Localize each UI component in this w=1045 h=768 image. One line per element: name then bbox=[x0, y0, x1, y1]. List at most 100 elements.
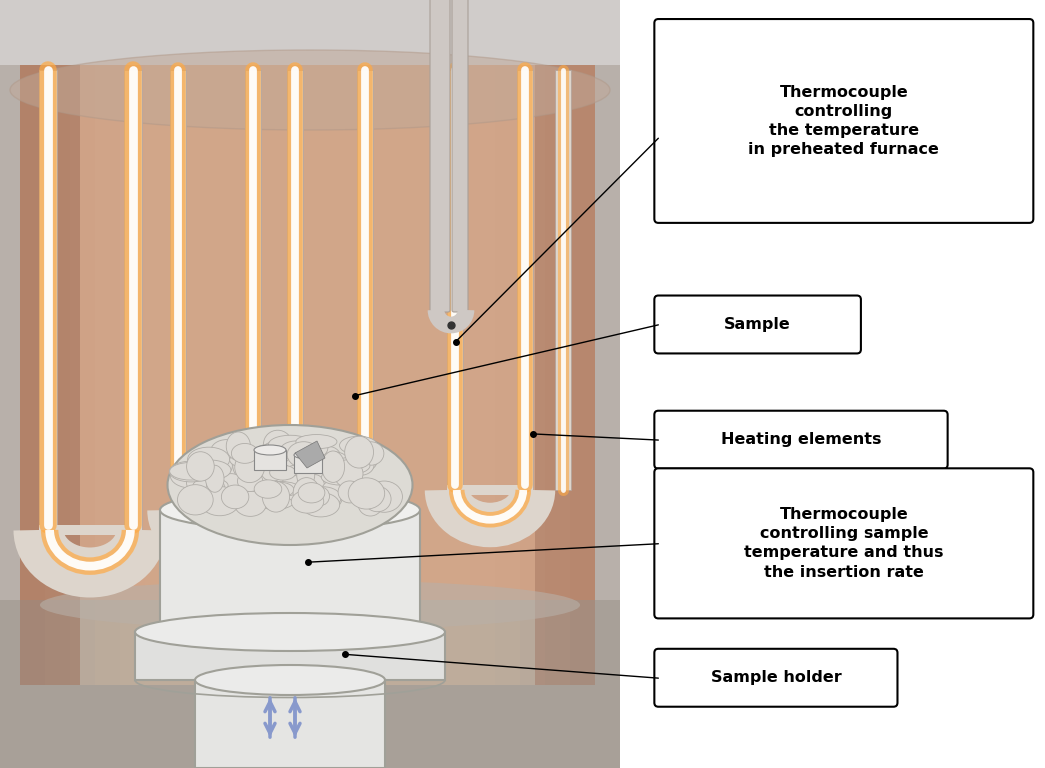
Ellipse shape bbox=[135, 613, 445, 651]
Ellipse shape bbox=[186, 468, 205, 495]
Ellipse shape bbox=[233, 450, 270, 482]
Ellipse shape bbox=[312, 455, 355, 481]
Ellipse shape bbox=[273, 452, 300, 479]
Ellipse shape bbox=[287, 442, 320, 468]
Ellipse shape bbox=[235, 452, 264, 482]
Ellipse shape bbox=[263, 430, 292, 458]
FancyBboxPatch shape bbox=[654, 649, 898, 707]
Ellipse shape bbox=[299, 483, 335, 508]
FancyBboxPatch shape bbox=[160, 510, 420, 630]
Ellipse shape bbox=[234, 471, 275, 495]
FancyBboxPatch shape bbox=[0, 0, 620, 75]
Ellipse shape bbox=[160, 490, 420, 530]
Ellipse shape bbox=[211, 439, 242, 463]
FancyBboxPatch shape bbox=[517, 70, 533, 490]
FancyBboxPatch shape bbox=[447, 70, 463, 490]
Ellipse shape bbox=[217, 474, 246, 500]
Ellipse shape bbox=[269, 440, 301, 455]
Ellipse shape bbox=[167, 425, 413, 545]
Ellipse shape bbox=[280, 441, 314, 460]
Ellipse shape bbox=[358, 442, 384, 465]
Ellipse shape bbox=[254, 445, 286, 455]
FancyBboxPatch shape bbox=[429, 0, 450, 312]
Ellipse shape bbox=[296, 435, 336, 449]
Ellipse shape bbox=[200, 486, 239, 516]
Ellipse shape bbox=[238, 470, 259, 492]
Ellipse shape bbox=[40, 580, 580, 630]
FancyBboxPatch shape bbox=[123, 70, 141, 530]
Ellipse shape bbox=[10, 50, 610, 130]
Ellipse shape bbox=[283, 465, 304, 495]
Ellipse shape bbox=[298, 482, 325, 503]
FancyBboxPatch shape bbox=[654, 468, 1034, 618]
FancyBboxPatch shape bbox=[555, 70, 571, 490]
Ellipse shape bbox=[255, 445, 275, 463]
FancyBboxPatch shape bbox=[654, 296, 861, 353]
Ellipse shape bbox=[245, 476, 278, 503]
Text: Thermocouple
controlling sample
temperature and thus
the insertion rate: Thermocouple controlling sample temperat… bbox=[744, 507, 944, 580]
Ellipse shape bbox=[187, 452, 214, 482]
Ellipse shape bbox=[261, 482, 294, 498]
Ellipse shape bbox=[318, 447, 342, 471]
Ellipse shape bbox=[216, 492, 258, 508]
Ellipse shape bbox=[307, 465, 341, 492]
Ellipse shape bbox=[188, 447, 230, 472]
Ellipse shape bbox=[254, 459, 286, 475]
Ellipse shape bbox=[306, 475, 325, 499]
Ellipse shape bbox=[294, 478, 320, 508]
Ellipse shape bbox=[302, 492, 340, 517]
FancyBboxPatch shape bbox=[654, 411, 948, 468]
Ellipse shape bbox=[305, 487, 341, 508]
Ellipse shape bbox=[195, 665, 385, 695]
Text: Sample: Sample bbox=[724, 317, 791, 332]
Ellipse shape bbox=[297, 458, 315, 490]
FancyBboxPatch shape bbox=[245, 70, 260, 510]
Ellipse shape bbox=[270, 465, 296, 480]
Ellipse shape bbox=[218, 462, 239, 492]
Ellipse shape bbox=[364, 486, 391, 511]
Ellipse shape bbox=[334, 459, 363, 488]
Ellipse shape bbox=[345, 436, 373, 468]
Text: Thermocouple
controlling
the temperature
in preheated furnace: Thermocouple controlling the temperature… bbox=[748, 84, 939, 157]
Ellipse shape bbox=[310, 487, 329, 505]
Ellipse shape bbox=[322, 469, 358, 485]
FancyBboxPatch shape bbox=[169, 70, 186, 510]
Text: Heating elements: Heating elements bbox=[721, 432, 881, 447]
FancyBboxPatch shape bbox=[70, 65, 545, 685]
Ellipse shape bbox=[348, 455, 374, 475]
FancyBboxPatch shape bbox=[0, 0, 620, 65]
Ellipse shape bbox=[193, 478, 228, 493]
FancyBboxPatch shape bbox=[169, 505, 260, 515]
Ellipse shape bbox=[188, 460, 231, 480]
Ellipse shape bbox=[254, 480, 282, 498]
FancyBboxPatch shape bbox=[294, 455, 322, 473]
Ellipse shape bbox=[341, 485, 382, 502]
Ellipse shape bbox=[302, 437, 328, 458]
FancyBboxPatch shape bbox=[287, 500, 373, 510]
Ellipse shape bbox=[261, 462, 291, 482]
Ellipse shape bbox=[230, 452, 265, 468]
Ellipse shape bbox=[237, 471, 262, 492]
FancyBboxPatch shape bbox=[452, 0, 468, 312]
FancyBboxPatch shape bbox=[654, 19, 1034, 223]
Ellipse shape bbox=[208, 456, 232, 476]
FancyBboxPatch shape bbox=[20, 65, 595, 685]
Ellipse shape bbox=[262, 482, 289, 512]
Polygon shape bbox=[295, 441, 325, 468]
Ellipse shape bbox=[339, 481, 362, 503]
FancyBboxPatch shape bbox=[39, 525, 141, 535]
Ellipse shape bbox=[254, 487, 297, 510]
FancyBboxPatch shape bbox=[254, 450, 286, 470]
Ellipse shape bbox=[348, 478, 385, 509]
Ellipse shape bbox=[234, 491, 266, 516]
FancyBboxPatch shape bbox=[20, 65, 80, 685]
Ellipse shape bbox=[261, 462, 283, 482]
Ellipse shape bbox=[297, 465, 324, 485]
Ellipse shape bbox=[322, 451, 345, 482]
Ellipse shape bbox=[231, 443, 258, 463]
Ellipse shape bbox=[237, 475, 270, 495]
Ellipse shape bbox=[261, 442, 291, 465]
Ellipse shape bbox=[321, 452, 348, 470]
Ellipse shape bbox=[366, 481, 402, 512]
Ellipse shape bbox=[253, 472, 294, 496]
